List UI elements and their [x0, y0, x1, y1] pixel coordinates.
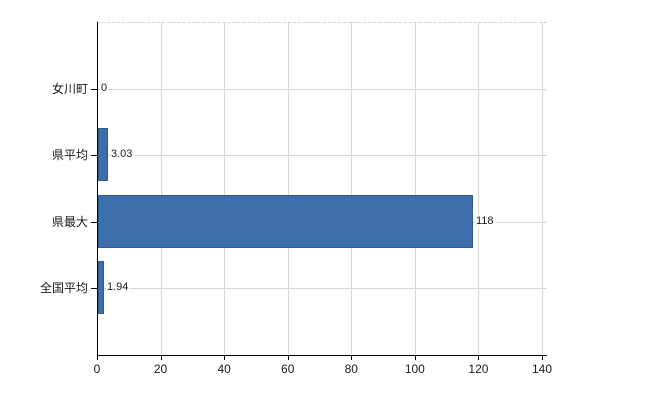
x-tick-label: 60: [281, 362, 295, 376]
x-gridline: [287, 22, 289, 355]
x-gridline: [224, 22, 226, 355]
plot-area: [97, 22, 547, 356]
x-tick-mark: [160, 356, 162, 360]
x-gridline: [542, 22, 543, 355]
y-axis: [97, 22, 98, 356]
x-tick-mark: [287, 356, 289, 360]
x-gridline: [160, 22, 162, 355]
x-tick-mark: [351, 356, 353, 360]
x-tick-mark: [224, 356, 226, 360]
bar-value-label: 118: [475, 215, 495, 228]
y-tick-mark: [91, 89, 97, 90]
bar-value-label: 0: [100, 82, 109, 95]
x-gridline: [351, 22, 353, 355]
bar-value-label: 1.94: [106, 281, 130, 294]
x-gridline: [414, 22, 416, 355]
y-gridline: [97, 288, 547, 289]
y-tick-mark: [91, 155, 97, 156]
category-label: 県平均: [51, 148, 88, 162]
y-gridline: [97, 155, 547, 156]
bar: [98, 195, 473, 248]
bar: [98, 261, 104, 314]
x-tick-label: 140: [531, 362, 553, 376]
x-tick-mark: [542, 356, 543, 360]
category-label: 県最大: [51, 215, 88, 229]
x-tick-label: 100: [404, 362, 425, 376]
x-axis: [97, 355, 547, 356]
category-label: 女川町: [51, 82, 88, 96]
x-tick-label: 20: [153, 362, 168, 376]
x-tick-label: 40: [217, 362, 231, 376]
y-tick-mark: [91, 288, 97, 289]
x-tick-mark: [478, 356, 480, 360]
x-tick-label: 120: [468, 362, 489, 376]
category-label: 全国平均: [39, 281, 88, 295]
x-tick-mark: [414, 356, 416, 360]
x-gridline: [478, 22, 480, 355]
y-tick-mark: [91, 222, 97, 223]
y-gridline: [97, 89, 547, 90]
bar: [98, 128, 108, 181]
x-tick-label: 80: [344, 362, 358, 376]
x-tick-label: 0: [93, 362, 101, 376]
x-tick-mark: [97, 356, 98, 360]
bar-value-label: 3.03: [110, 148, 134, 161]
